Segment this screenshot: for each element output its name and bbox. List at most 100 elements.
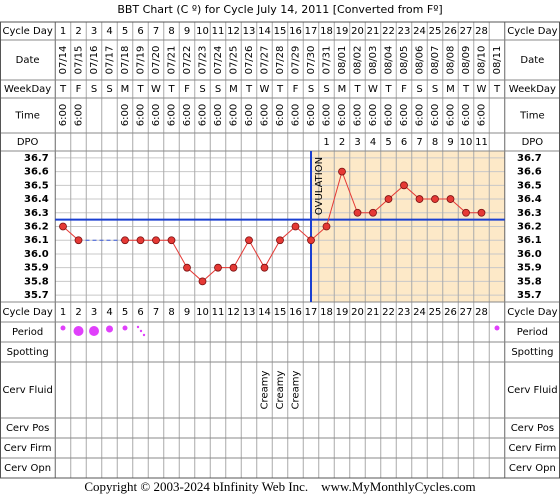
row-label: DPO bbox=[17, 137, 39, 148]
time: 6:00 bbox=[399, 104, 410, 126]
cycle-day: 25 bbox=[429, 307, 442, 318]
cycle-day: 13 bbox=[243, 307, 256, 318]
cycle-day: 15 bbox=[274, 307, 287, 318]
temperature-point bbox=[229, 263, 238, 272]
cycle-day: 12 bbox=[227, 307, 240, 318]
dpo: 5 bbox=[385, 137, 391, 148]
ovulation-label: OVULATION bbox=[314, 157, 325, 215]
y-tick-label: 36.0 bbox=[24, 249, 49, 260]
dpo: 8 bbox=[432, 137, 438, 148]
date: 07/15 bbox=[74, 46, 85, 75]
row-label: Spotting bbox=[7, 347, 49, 358]
time: 6:00 bbox=[198, 104, 209, 126]
time: 6:00 bbox=[446, 104, 457, 126]
y-tick-label: 36.1 bbox=[517, 235, 542, 246]
weekday: T bbox=[59, 84, 67, 95]
row-label: Cerv Opn bbox=[509, 463, 556, 474]
date: 07/23 bbox=[198, 46, 209, 75]
temperature-point bbox=[462, 208, 470, 217]
cycle-day: 18 bbox=[320, 307, 333, 318]
temperature-point bbox=[245, 236, 253, 245]
weekday: T bbox=[136, 84, 144, 95]
cerv-fluid: Creamy bbox=[260, 371, 271, 410]
cycle-day: 19 bbox=[336, 307, 349, 318]
cycle-day: 3 bbox=[91, 26, 97, 37]
weekday: F bbox=[76, 84, 82, 95]
row-label: WeekDay bbox=[509, 84, 556, 95]
footer: Copyright © 2003-2024 bInfinity Web Inc.… bbox=[84, 479, 475, 494]
row-label: Date bbox=[520, 55, 544, 66]
time: 6:00 bbox=[136, 104, 147, 126]
cycle-day: 5 bbox=[122, 307, 128, 318]
weekday: M bbox=[121, 84, 130, 95]
temperature-point bbox=[260, 263, 269, 272]
temperature-point bbox=[74, 236, 83, 245]
time: 6:00 bbox=[430, 104, 441, 126]
weekday: M bbox=[446, 84, 455, 95]
date: 07/24 bbox=[213, 46, 224, 75]
cycle-day: 21 bbox=[367, 307, 380, 318]
y-tick-label: 36.6 bbox=[24, 167, 49, 178]
time: 6:00 bbox=[415, 104, 426, 126]
cerv-fluid: Creamy bbox=[291, 371, 302, 410]
cycle-day: 21 bbox=[367, 26, 380, 37]
temperature-point bbox=[136, 236, 145, 245]
dpo: 2 bbox=[339, 137, 345, 148]
cycle-day: 20 bbox=[351, 307, 364, 318]
temperature-point bbox=[214, 263, 222, 272]
period-dot bbox=[89, 326, 99, 336]
cycle-day: 24 bbox=[413, 26, 426, 37]
date: 08/10 bbox=[477, 46, 488, 75]
weekday: W bbox=[477, 84, 487, 95]
time: 6:00 bbox=[306, 104, 317, 126]
date: 08/01 bbox=[337, 46, 348, 75]
cycle-day: 10 bbox=[196, 307, 209, 318]
cycle-day: 24 bbox=[413, 307, 426, 318]
cycle-day: 2 bbox=[75, 307, 81, 318]
date: 07/18 bbox=[120, 46, 131, 75]
temperature-point bbox=[322, 222, 331, 231]
chart-title: BBT Chart (C º) for Cycle July 14, 2011 … bbox=[117, 3, 442, 16]
time: 6:00 bbox=[58, 104, 69, 126]
cycle-day: 11 bbox=[212, 26, 225, 37]
y-tick-label: 36.1 bbox=[24, 235, 49, 246]
date: 07/26 bbox=[244, 46, 255, 75]
temperature-point bbox=[400, 181, 408, 190]
cycle-day: 5 bbox=[122, 26, 128, 37]
y-tick-label: 35.9 bbox=[517, 263, 542, 274]
cycle-day: 13 bbox=[243, 26, 256, 37]
cycle-day: 8 bbox=[168, 26, 174, 37]
cycle-day: 10 bbox=[196, 26, 209, 37]
cycle-day: 14 bbox=[258, 307, 271, 318]
cycle-day: 7 bbox=[153, 26, 159, 37]
cycle-day: 4 bbox=[106, 307, 112, 318]
cycle-day: 17 bbox=[305, 26, 318, 37]
time: 6:00 bbox=[74, 104, 85, 126]
temperature-point bbox=[59, 222, 67, 231]
time: 6:00 bbox=[461, 104, 472, 126]
period-dot bbox=[494, 325, 500, 331]
date: 08/02 bbox=[353, 46, 364, 75]
date: 08/09 bbox=[461, 46, 472, 75]
weekday: S bbox=[199, 84, 205, 95]
weekday: S bbox=[91, 84, 97, 95]
temperature-point bbox=[167, 236, 176, 245]
temperature-point bbox=[353, 208, 362, 217]
date: 07/27 bbox=[260, 46, 271, 75]
date: 07/22 bbox=[182, 46, 193, 75]
y-tick-label: 36.6 bbox=[517, 167, 542, 178]
y-tick-label: 36.3 bbox=[24, 208, 49, 219]
cycle-day: 8 bbox=[168, 307, 174, 318]
cycle-day: 23 bbox=[398, 26, 411, 37]
dpo: 4 bbox=[370, 137, 376, 148]
weekday: S bbox=[416, 84, 422, 95]
cycle-day: 26 bbox=[444, 307, 457, 318]
date: 07/19 bbox=[136, 46, 147, 75]
period-dot bbox=[106, 325, 113, 333]
cycle-day: 7 bbox=[153, 307, 159, 318]
row-label: Period bbox=[12, 327, 43, 338]
weekday: T bbox=[276, 84, 284, 95]
row-label: DPO bbox=[522, 137, 544, 148]
cycle-day: 4 bbox=[106, 26, 112, 37]
cycle-day: 14 bbox=[258, 26, 271, 37]
